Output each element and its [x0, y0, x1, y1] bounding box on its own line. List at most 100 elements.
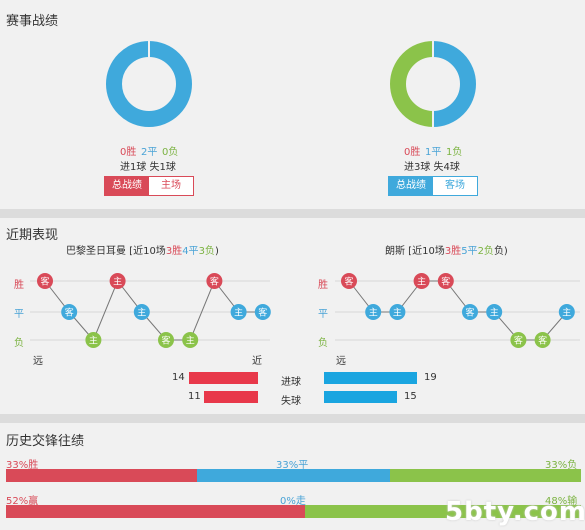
right-axis-draw: 平 [318, 309, 328, 320]
conceded-label: 失球 [281, 396, 301, 407]
h2h-panel: 历史交锋往绩 33%胜 33%平 33%负 52%赢 0%走 48%输 [0, 423, 585, 530]
left-team-summary: 巴黎圣日耳曼 [近10场3胜4平3负) [66, 242, 219, 257]
left-form-point [230, 304, 247, 320]
right-venue-label: 客 [344, 276, 353, 288]
h2h-row2-win-seg [6, 505, 305, 518]
right-form-point [510, 332, 527, 348]
right-tab-total[interactable]: 总战绩 [389, 177, 433, 195]
right-venue-label: 主 [393, 307, 402, 319]
goals-left-bar [189, 372, 258, 384]
left-tab-total[interactable]: 总战绩 [105, 177, 149, 195]
left-form-point [85, 332, 102, 348]
right-venue-label: 主 [562, 307, 571, 319]
right-summary-suffix: 负) [493, 246, 508, 257]
h2h-title: 历史交锋往绩 [6, 434, 85, 449]
left-form-point [158, 332, 174, 348]
left-goals: 进1球 失1球 [120, 162, 176, 173]
right-venue-label: 客 [465, 307, 474, 319]
right-venue-label: 主 [369, 307, 378, 319]
right-form-line [348, 280, 568, 341]
left-form-point [206, 273, 223, 289]
left-team-name: 巴黎圣日耳曼 [66, 246, 126, 257]
right-form-point [486, 304, 503, 320]
left-venue-label: 主 [137, 307, 146, 319]
left-venue-label: 客 [258, 307, 267, 319]
right-loss: 1负 [446, 147, 463, 158]
left-form-point [254, 304, 271, 320]
left-loss: 0负 [162, 147, 179, 158]
right-form-point [534, 332, 551, 348]
left-axis-win: 胜 [14, 280, 24, 291]
left-donut-draw [106, 41, 192, 127]
left-form-point [37, 273, 53, 289]
h2h-row2-left: 52%赢 [6, 496, 39, 507]
right-form-point [462, 304, 478, 320]
left-summary-prefix: [近10场 [126, 246, 166, 257]
right-axis-loss: 负 [318, 338, 328, 349]
right-summary-win: 3胜 [444, 246, 462, 257]
h2h-row2-loss-seg [305, 505, 581, 518]
right-axis-far: 远 [336, 356, 346, 367]
goals-right-value: 19 [424, 372, 437, 383]
right-summary-prefix: [近10场 [405, 246, 445, 257]
left-axis-near: 近 [252, 356, 262, 367]
left-summary-loss: 3负 [198, 246, 215, 257]
goals-right-bar [324, 372, 417, 384]
right-axis-win: 胜 [318, 280, 328, 291]
h2h-row2-bar [6, 505, 581, 518]
left-summary-suffix: ) [214, 246, 219, 257]
right-form-point [389, 304, 406, 320]
h2h-row1-mid: 33%平 [276, 460, 309, 471]
goals-left-value: 14 [172, 372, 185, 383]
conceded-right-value: 15 [404, 391, 417, 402]
left-axis-draw: 平 [14, 309, 24, 320]
recent-title: 近期表现 [6, 228, 59, 243]
right-form-point [365, 304, 382, 320]
left-win: 0胜 [120, 147, 137, 158]
h2h-row2-mid: 0%走 [280, 496, 306, 507]
left-venue-label: 客 [40, 276, 49, 288]
record-title: 赛事战绩 [6, 14, 59, 29]
left-axis-far: 远 [33, 356, 43, 367]
right-venue-label: 客 [514, 335, 523, 347]
left-venue-label: 客 [161, 335, 170, 347]
left-venue-label: 主 [89, 335, 98, 347]
h2h-row2-right: 48%输 [545, 496, 578, 507]
conceded-left-value: 11 [188, 391, 201, 402]
right-tab-away[interactable]: 客场 [433, 177, 477, 195]
recent-panel: 近期表现 巴黎圣日耳曼 [近10场3胜4平3负) 朗斯 [近10场3胜5平2负负… [0, 218, 585, 414]
right-venue-label: 客 [538, 335, 547, 347]
right-form-point [413, 273, 430, 289]
left-tabs: 总战绩 主场 [104, 176, 194, 196]
left-form-point [182, 332, 199, 348]
right-donut [390, 41, 476, 127]
record-donuts [106, 40, 476, 128]
left-draw: 2平 [141, 147, 158, 158]
right-team-summary: 朗斯 [近10场3胜5平2负负) [385, 242, 508, 257]
left-form-point [133, 304, 150, 320]
right-tabs: 总战绩 客场 [388, 176, 478, 196]
left-summary-win: 3胜 [165, 246, 183, 257]
h2h-row1-left: 33%胜 [6, 460, 39, 471]
right-form-point [558, 304, 575, 320]
left-axis-loss: 负 [14, 338, 24, 349]
left-form-point [109, 273, 126, 289]
left-venue-label: 客 [65, 307, 74, 319]
right-venue-label: 主 [490, 307, 499, 319]
left-venue-label: 客 [210, 276, 219, 288]
right-form-point [341, 273, 357, 289]
left-venue-label: 主 [113, 276, 122, 288]
goals-label: 进球 [281, 377, 301, 388]
right-summary-loss: 2负 [477, 246, 494, 257]
h2h-row1-loss-seg [389, 469, 581, 482]
h2h-row1-right: 33%负 [545, 460, 578, 471]
conceded-right-bar [324, 391, 398, 403]
left-form-line [44, 280, 263, 341]
right-draw: 1平 [425, 147, 442, 158]
h2h-row1-win-seg [6, 469, 198, 482]
left-venue-label: 主 [186, 335, 195, 347]
record-panel: 赛事战绩 0胜 2平 0负 进1球 失1球 总战绩 主场 0胜 1平 1负 进3… [0, 0, 585, 209]
left-tab-home[interactable]: 主场 [149, 177, 193, 195]
right-team-name: 朗斯 [385, 246, 405, 257]
